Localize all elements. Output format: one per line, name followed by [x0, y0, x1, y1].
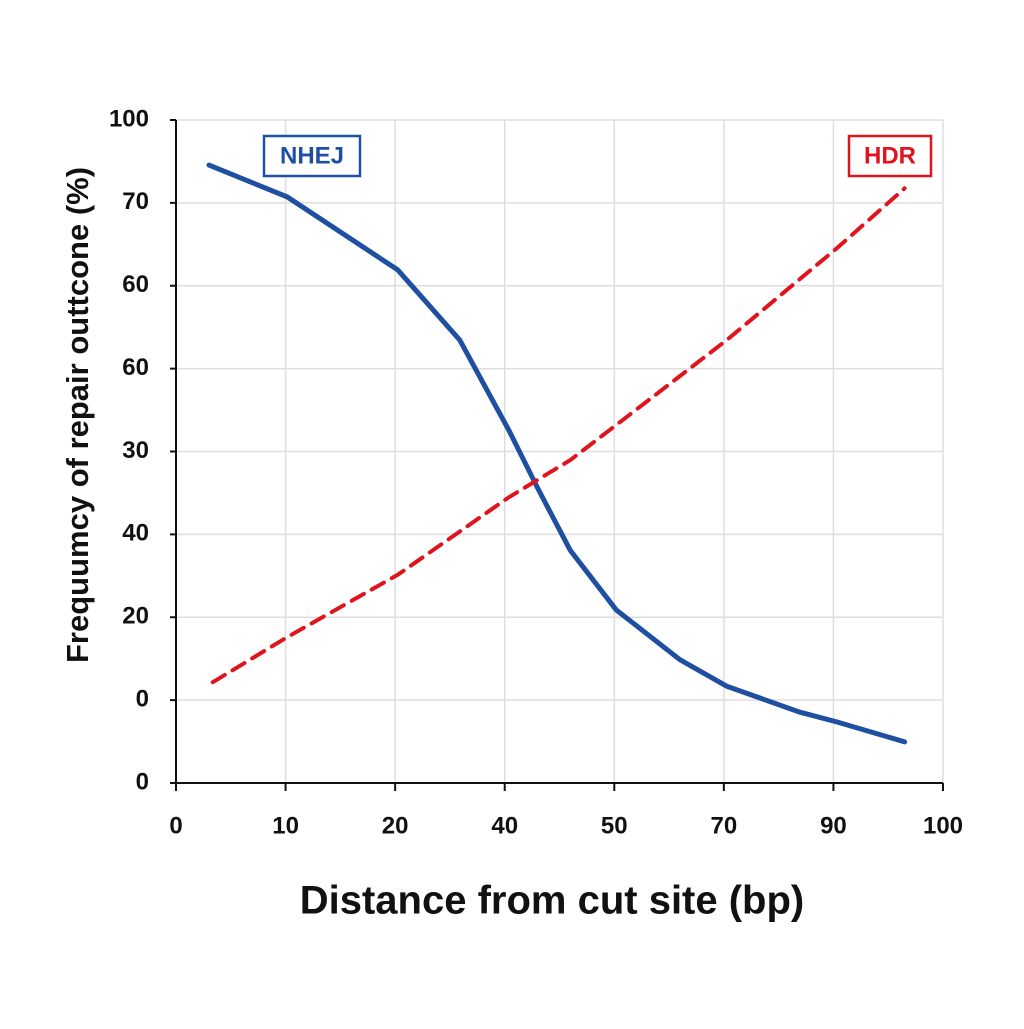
x-tick-label: 40 [491, 812, 518, 839]
y-tick-label: 100 [109, 105, 149, 132]
y-tick-label: 60 [122, 354, 149, 381]
x-tick-label: 50 [601, 812, 628, 839]
series-line [210, 186, 907, 685]
legend-box [847, 134, 933, 178]
series-line [206, 162, 908, 745]
y-tick-label: 70 [122, 188, 149, 215]
legend-label: HDR [864, 142, 916, 169]
x-axis-label: Distance from cut site (bp) [300, 879, 805, 923]
y-tick-label: 30 [122, 437, 149, 464]
x-tick-label: 10 [272, 812, 299, 839]
x-tick-label: 20 [382, 812, 409, 839]
legend-box [262, 134, 362, 178]
x-tick-label: 70 [711, 812, 738, 839]
y-axis-label: Frequumcy of repair outtcone (%) [60, 167, 95, 663]
y-tick-label: 60 [122, 271, 149, 298]
y-tick-label: 40 [122, 520, 149, 547]
y-tick-label: 20 [122, 603, 149, 630]
y-tick-label: 0 [136, 685, 149, 712]
legend-label: NHEJ [280, 142, 344, 169]
x-tick-label: 0 [169, 812, 182, 839]
x-tick-label: 100 [923, 812, 963, 839]
y-tick-label: 0 [136, 768, 149, 795]
x-tick-label: 90 [820, 812, 847, 839]
